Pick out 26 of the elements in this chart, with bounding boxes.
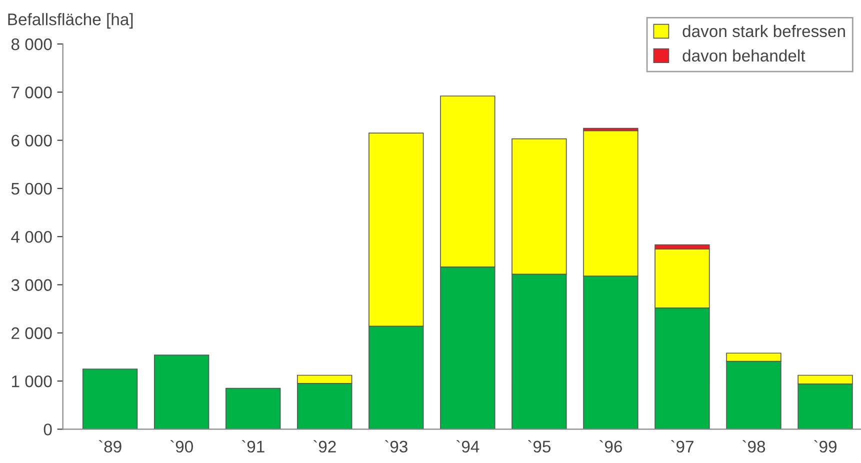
bar <box>154 354 210 430</box>
y-tick-label: 1 000 <box>12 375 52 388</box>
legend-label: davon behandelt <box>682 49 806 62</box>
y-tick-label: 7 000 <box>12 86 52 98</box>
x-tick-label: `98 <box>742 440 766 453</box>
y-tick-label: 0 <box>44 424 52 436</box>
x-tick-label: `94 <box>456 440 480 453</box>
bar <box>82 368 138 430</box>
x-tick-label: `99 <box>814 440 836 453</box>
y-tick-label: 3 000 <box>11 279 52 291</box>
y-tick-label: 4 000 <box>11 230 52 243</box>
x-tick-label: `92 <box>313 440 336 453</box>
x-tick-label: `95 <box>528 440 551 453</box>
y-tick-label: 6 000 <box>12 134 52 146</box>
bar <box>225 388 281 430</box>
x-tick-label: `89 <box>98 440 122 453</box>
legend-label: davon stark befressen <box>682 24 845 38</box>
y-axis-title: Befallsfläche [ha] <box>8 13 133 29</box>
x-tick-label: `96 <box>600 440 622 453</box>
x-tick-label: `97 <box>671 440 694 453</box>
y-tick-label: 5 000 <box>11 182 52 195</box>
x-tick-label: `90 <box>170 440 193 453</box>
x-tick-label: `91 <box>242 440 264 453</box>
y-tick-label: 8 000 <box>11 38 52 50</box>
x-tick-label: `93 <box>384 440 408 453</box>
y-tick-label: 2 000 <box>12 327 52 340</box>
